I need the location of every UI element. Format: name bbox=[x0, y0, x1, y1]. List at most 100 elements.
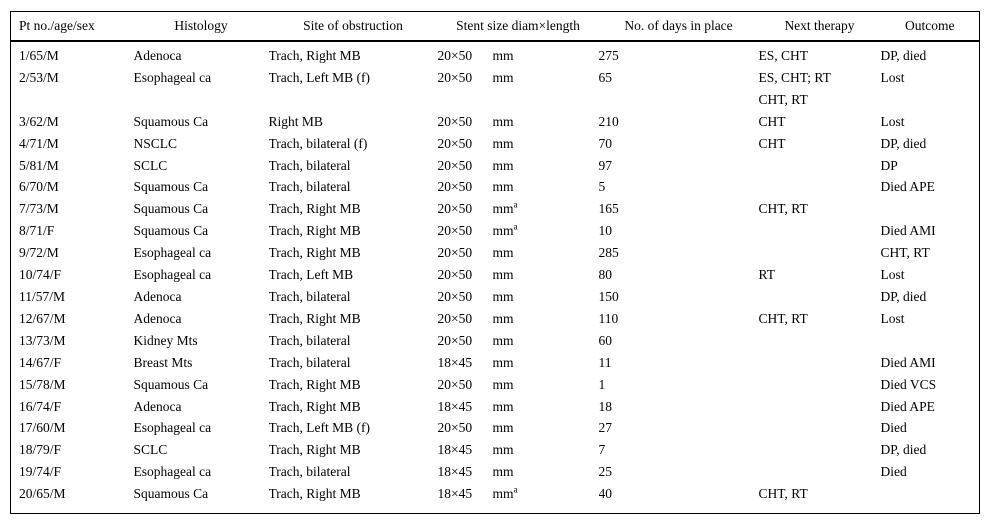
cell-stent-size: 20×50 bbox=[437, 420, 473, 436]
cell-site-of-obstruction: Trach, Right MB bbox=[268, 245, 361, 261]
cell-days-in-place: 165 bbox=[598, 201, 619, 217]
cell-stent-size: 20×50 bbox=[437, 113, 473, 129]
cell-pt-no-age-sex: 7/73/M bbox=[19, 201, 59, 217]
cell-stent-unit: mm bbox=[492, 113, 514, 129]
cell-pt-no-age-sex: 3/62/M bbox=[19, 113, 59, 129]
cell-stent-unit: mm bbox=[492, 442, 514, 458]
footnote-marker: a bbox=[513, 484, 518, 495]
cell-outcome: Died bbox=[880, 420, 907, 436]
cell-outcome: DP, died bbox=[880, 48, 927, 63]
cell-site-of-obstruction: Trach, Right MB bbox=[268, 223, 361, 239]
cell-outcome: Lost bbox=[880, 69, 905, 85]
table-row: 1/65/M Adenoca Trach, Right MB 20×50 mm … bbox=[11, 41, 980, 67]
cell-next-therapy: RT bbox=[758, 267, 775, 283]
cell-pt-no-age-sex: 4/71/M bbox=[19, 135, 59, 151]
cell-outcome: Died AMI bbox=[880, 223, 936, 239]
cell-outcome: DP, died bbox=[880, 288, 927, 304]
cell-site-of-obstruction: Trach, bilateral bbox=[268, 157, 351, 173]
table-header-row: Pt no./age/sex Histology Site of obstruc… bbox=[10, 11, 980, 42]
column-header-outcome: Outcome bbox=[880, 11, 980, 42]
cell-stent-unit: mm bbox=[492, 48, 514, 63]
cell-histology: Adenoca bbox=[133, 48, 182, 63]
cell-outcome: Died APE bbox=[880, 179, 935, 195]
cell-days-in-place: 18 bbox=[598, 398, 613, 414]
cell-outcome: DP, died bbox=[880, 135, 927, 151]
cell-histology: Adenoca bbox=[133, 398, 182, 414]
cell-next-therapy bbox=[759, 286, 881, 308]
cell-histology: Kidney Mts bbox=[133, 332, 198, 348]
column-header-site-of-obstruction: Site of obstruction bbox=[268, 11, 438, 42]
cell-days-in-place: 40 bbox=[598, 486, 613, 502]
cell-histology: Squamous Ca bbox=[133, 179, 209, 195]
table-row: 16/74/F Adenoca Trach, Right MB 18×45 mm… bbox=[11, 396, 980, 418]
cell-pt-no-age-sex: 16/74/F bbox=[19, 398, 62, 414]
cell-site-of-obstruction: Trach, Right MB bbox=[268, 486, 361, 502]
table-row: 6/70/M Squamous Ca Trach, bilateral 20×5… bbox=[11, 176, 980, 198]
table-row: 12/67/M Adenoca Trach, Right MB 20×50 mm… bbox=[11, 308, 980, 330]
table-row: 4/71/M NSCLC Trach, bilateral (f) 20×50 … bbox=[11, 133, 980, 155]
cell-outcome: Died APE bbox=[880, 398, 935, 414]
cell-histology: SCLC bbox=[133, 442, 168, 458]
table-row: 13/73/M Kidney Mts Trach, bilateral 20×5… bbox=[11, 330, 980, 352]
table-row: 19/74/F Esophageal ca Trach, bilateral 1… bbox=[11, 461, 980, 483]
cell-site-of-obstruction: Trach, Right MB bbox=[268, 201, 361, 217]
cell-days-in-place: 1 bbox=[598, 376, 606, 392]
cell-outcome: Lost bbox=[880, 267, 905, 283]
cell-stent-size: 20×50 bbox=[437, 135, 473, 151]
cell-site-of-obstruction: Trach, Right MB bbox=[268, 398, 361, 414]
cell-stent-size: 20×50 bbox=[437, 376, 473, 392]
table-row: 18/79/F SCLC Trach, Right MB 18×45 mm 7 … bbox=[11, 439, 980, 461]
column-header-next-therapy: Next therapy bbox=[758, 11, 881, 42]
cell-next-therapy: CHT, RT bbox=[758, 201, 808, 217]
cell-stent-size: 20×50 bbox=[437, 310, 473, 326]
column-header-days-in-place: No. of days in place bbox=[598, 11, 759, 42]
cell-outcome: Lost bbox=[880, 310, 905, 326]
cell-histology: NSCLC bbox=[133, 135, 178, 151]
cell-histology: Esophageal ca bbox=[133, 420, 212, 436]
cell-site-of-obstruction: Trach, bilateral bbox=[268, 288, 351, 304]
cell-next-therapy: CHT, RT bbox=[758, 486, 808, 502]
table-header: Pt no./age/sex Histology Site of obstruc… bbox=[10, 11, 980, 42]
cell-days-in-place: 210 bbox=[598, 113, 619, 129]
cell-next-therapy bbox=[759, 396, 881, 418]
cell-stent-size: 20×50 bbox=[437, 179, 473, 195]
cell-site-of-obstruction: Trach, Right MB bbox=[268, 442, 361, 458]
table-row: 15/78/M Squamous Ca Trach, Right MB 20×5… bbox=[11, 374, 980, 396]
cell-stent-size: 20×50 bbox=[437, 267, 473, 283]
cell-outcome: Lost bbox=[880, 113, 905, 129]
cell-days-in-place: 27 bbox=[598, 420, 613, 436]
cell-histology: Esophageal ca bbox=[133, 267, 212, 283]
table-row: 7/73/M Squamous Ca Trach, Right MB 20×50… bbox=[11, 198, 980, 220]
cell-site-of-obstruction: Trach, Right MB bbox=[268, 310, 361, 326]
cell-pt-no-age-sex: 2/53/M bbox=[19, 69, 59, 85]
cell-stent-size: 18×45 bbox=[437, 398, 473, 414]
cell-outcome bbox=[881, 483, 980, 513]
cell-stent-unit: mm bbox=[492, 179, 514, 195]
cell-days-in-place: 80 bbox=[598, 267, 613, 283]
column-header-histology: Histology bbox=[133, 11, 269, 42]
cell-outcome: Died VCS bbox=[880, 376, 937, 392]
cell-site-of-obstruction: Trach, Right MB bbox=[268, 376, 361, 392]
table-row: 5/81/M SCLC Trach, bilateral 20×50 mm 97… bbox=[11, 155, 980, 177]
cell-pt-no-age-sex: 10/74/F bbox=[19, 267, 62, 283]
cell-stent-unit: mm bbox=[492, 376, 514, 392]
cell-stent-size: 20×50 bbox=[437, 201, 473, 217]
cell-next-therapy bbox=[759, 330, 881, 352]
cell-days-in-place: 7 bbox=[598, 442, 606, 458]
cell-stent-size: 18×45 bbox=[437, 464, 473, 480]
cell-stent-unit: mma bbox=[492, 221, 518, 239]
cell-next-therapy bbox=[759, 155, 881, 177]
cell-pt-no-age-sex: 9/72/M bbox=[19, 245, 59, 261]
cell-outcome: CHT, RT bbox=[880, 245, 930, 261]
cell-days-in-place: 275 bbox=[598, 48, 619, 63]
cell-outcome: DP, died bbox=[880, 442, 927, 458]
cell-stent-size: 20×50 bbox=[437, 332, 473, 348]
cell-histology: Adenoca bbox=[133, 310, 182, 326]
table-row: 8/71/F Squamous Ca Trach, Right MB 20×50… bbox=[11, 220, 980, 242]
cell-histology: SCLC bbox=[133, 157, 168, 173]
cell-stent-size: 18×45 bbox=[437, 442, 473, 458]
cell-histology: Squamous Ca bbox=[133, 486, 209, 502]
cell-stent-size: 20×50 bbox=[437, 157, 473, 173]
cell-stent-unit: mm bbox=[492, 69, 514, 85]
cell-stent-unit: mma bbox=[492, 484, 518, 502]
